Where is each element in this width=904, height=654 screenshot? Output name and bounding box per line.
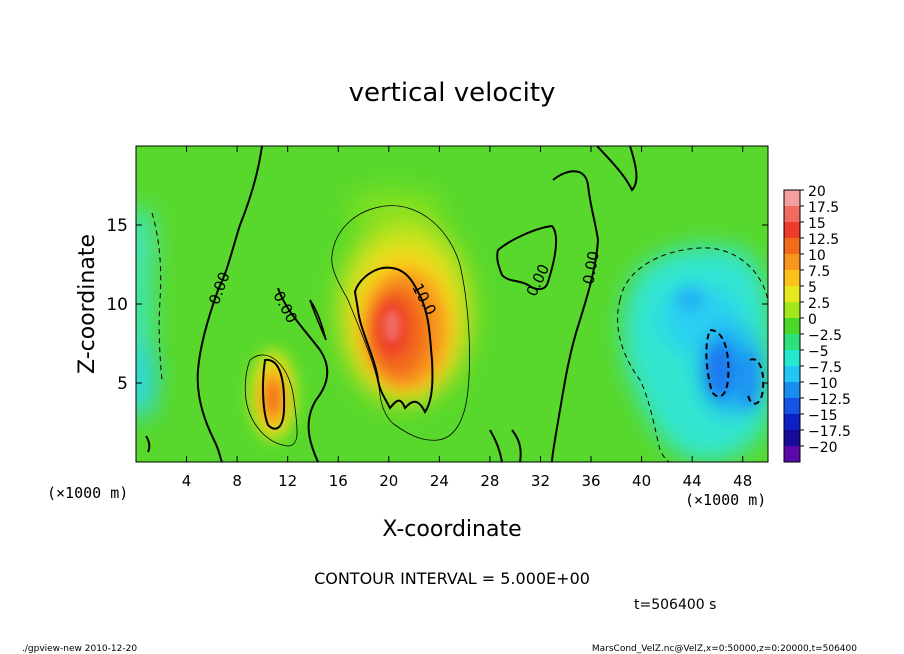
colorbar-swatch [784, 286, 800, 303]
colorbar-label: 2.5 [808, 296, 830, 312]
colorbar-swatch [784, 302, 800, 319]
colorbar-label: −7.5 [808, 360, 842, 376]
y-axis: 5 10 15 [106, 216, 768, 394]
colorbar-label: 12.5 [808, 232, 839, 248]
footer-right: MarsCond_VelZ.nc@VelZ,x=0:50000,z=0:2000… [592, 644, 857, 654]
colorbar-swatch [784, 414, 800, 431]
colorbar-label: −10 [808, 376, 838, 392]
colorbar-frame [783, 189, 801, 463]
colorbar-label: 10 [808, 248, 826, 264]
colorbar-swatch [784, 382, 800, 399]
x-tick-label: 4 [182, 472, 192, 490]
colorbar-label: 0 [808, 312, 817, 328]
colorbar-label: 15 [808, 216, 826, 232]
colorbar-label: −2.5 [808, 328, 842, 344]
x-tick-label: 36 [581, 472, 600, 490]
x-axis: 4 8 12 16 20 24 28 32 36 40 44 48 [182, 146, 752, 490]
y-tick-label: 5 [117, 374, 128, 394]
colorbar-swatch [784, 350, 800, 367]
colorbar-label: 20 [808, 184, 826, 200]
contour-interval-text: CONTOUR INTERVAL = 5.000E+00 [314, 569, 590, 588]
colorbar-swatch [784, 206, 800, 223]
colorbar-swatch [784, 318, 800, 335]
colorbar-swatch [784, 366, 800, 383]
x-axis-title: X-coordinate [382, 517, 521, 542]
colorbar-swatch [784, 254, 800, 271]
chart-title: vertical velocity [349, 78, 556, 108]
x-tick-label: 8 [232, 472, 242, 490]
x-unit-label-left: (×1000 m) [47, 484, 128, 502]
footer-left: ./gpview-new 2010-12-20 [22, 644, 137, 654]
colorbar-label: 7.5 [808, 264, 830, 280]
heatmap-field [136, 146, 768, 462]
colorbar-label: −17.5 [808, 424, 851, 440]
x-tick-label: 28 [480, 472, 499, 490]
x-tick-label: 12 [278, 472, 297, 490]
colorbar-swatch [784, 398, 800, 415]
x-tick-label: 20 [379, 472, 398, 490]
colorbar: 2017.51512.5107.552.50−2.5−5−7.5−10−12.5… [783, 184, 851, 463]
colorbar-label: 17.5 [808, 200, 839, 216]
colorbar-label: −20 [808, 440, 838, 456]
x-tick-label: 16 [329, 472, 348, 490]
colorbar-swatch [784, 222, 800, 239]
colorbar-label: −15 [808, 408, 838, 424]
contour-lines [145, 146, 768, 462]
y-axis-title: Z-coordinate [75, 234, 100, 374]
colorbar-label: 5 [808, 280, 817, 296]
x-tick-label: 44 [683, 472, 702, 490]
x-tick-label: 24 [430, 472, 449, 490]
y-tick-label: 10 [106, 295, 128, 315]
y-tick-label: 15 [106, 216, 128, 236]
x-tick-label: 32 [531, 472, 550, 490]
colorbar-swatch [784, 190, 800, 207]
colorbar-swatch [784, 334, 800, 351]
colorbar-swatch [784, 446, 800, 463]
x-tick-label: 40 [632, 472, 651, 490]
x-unit-label-right: (×1000 m) [685, 491, 766, 509]
contour-label: 0.00 [579, 250, 603, 286]
colorbar-swatch [784, 270, 800, 287]
colorbar-swatch [784, 430, 800, 447]
colorbar-label: −12.5 [808, 392, 851, 408]
colorbar-label: −5 [808, 344, 829, 360]
x-tick-label: 48 [733, 472, 752, 490]
time-text: t=506400 s [634, 597, 716, 613]
colorbar-swatch [784, 238, 800, 255]
